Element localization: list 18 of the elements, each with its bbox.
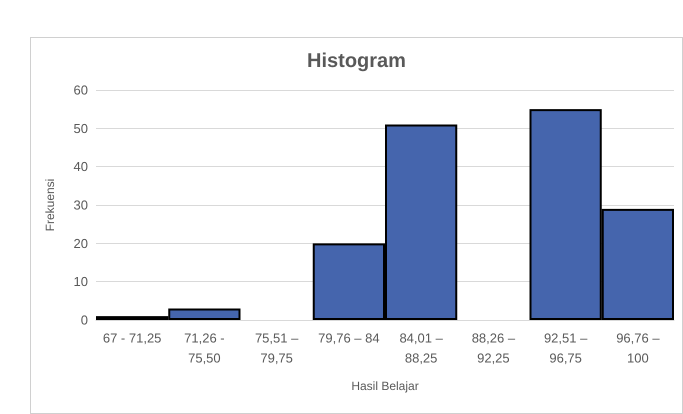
x-tick-label: 75,51 – 79,75: [254, 330, 300, 366]
x-tick-label: 67 - 71,25: [102, 330, 162, 346]
chart-title: Histogram: [307, 50, 406, 72]
y-tick-label: 30: [74, 198, 88, 212]
y-tick-label: 20: [74, 236, 88, 251]
x-tick-label: 79,76 – 84: [318, 330, 380, 346]
y-tick-label: 40: [74, 159, 88, 174]
x-tick-label: 96,76 – 100: [616, 330, 660, 366]
y-axis-title: Frekuensi: [43, 178, 57, 232]
y-tick-label: 0: [80, 312, 88, 328]
y-tick-label: 50: [74, 120, 88, 136]
y-tick-label: 60: [74, 82, 88, 98]
y-tick-label: 10: [74, 274, 88, 290]
x-tick-label: 92,51 – 96,75: [544, 330, 588, 366]
x-tick-label: 84,01 – 88,25: [399, 330, 444, 366]
x-tick-label: 88,26 – 92,25: [472, 330, 516, 366]
x-tick-label: 71,26 - 75,50: [184, 330, 225, 366]
x-axis-title: Hasil Belajar: [351, 379, 419, 393]
